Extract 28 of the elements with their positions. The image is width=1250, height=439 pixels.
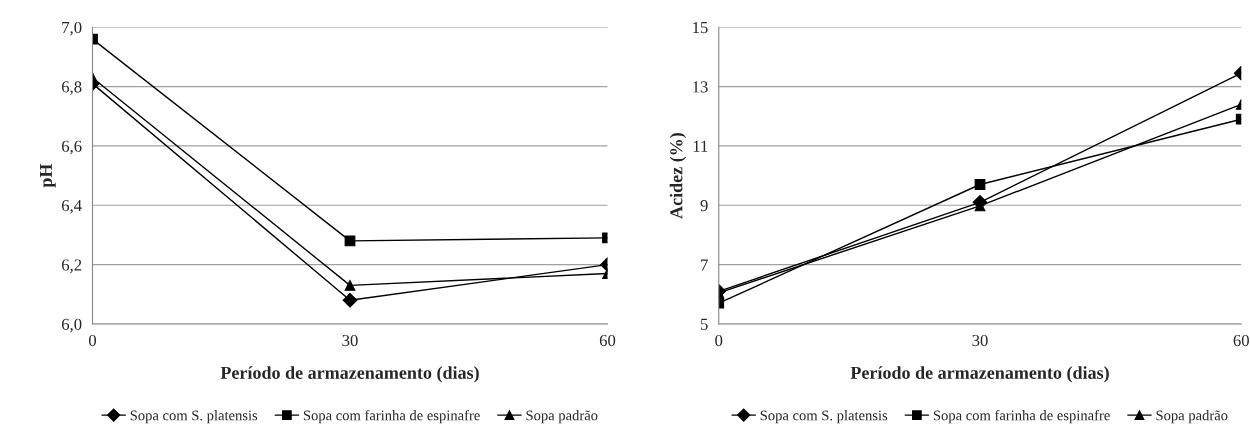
legend-label: Sopa padrão [1156,410,1228,424]
legend-label: Sopa com S. platensis [760,410,888,424]
y-tick-label: 11 [693,140,708,152]
y-tick-label: 9 [700,200,708,212]
legend-label: Sopa com farinha de espinafre [303,409,480,424]
y-tick-label: 5 [700,318,708,330]
legend-label: Sopa com farinha de espinafre [933,409,1110,424]
legend-label: Sopa padrão [526,410,598,424]
x-tick-label: 0 [88,334,97,347]
y-tick-label: 15 [693,22,708,34]
y-axis-title: Acidez (%) [669,133,687,219]
y-tick-label: 13 [693,81,708,93]
legend-label: Sopa com S. platensis [130,410,258,424]
x-axis-title: Período de armazenamento (dias) [850,366,1109,383]
y-axis-title: pH [40,163,56,188]
y-tick-label: 6,2 [61,259,82,273]
y-tick-label: 6,6 [61,140,82,155]
y-tick-label: 6,8 [61,81,82,95]
x-tick-label: 30 [972,334,988,347]
x-tick-label: 0 [715,334,723,347]
y-tick-label: 6,0 [61,318,82,333]
x-tick-label: 60 [1233,334,1249,347]
x-axis-title: Período de armazenamento (dias) [220,366,479,383]
x-tick-label: 60 [599,334,616,347]
y-tick-label: 6,4 [61,200,82,214]
y-tick-label: 7,0 [62,21,82,36]
y-tick-label: 7 [701,259,708,271]
x-tick-label: 30 [342,334,358,347]
